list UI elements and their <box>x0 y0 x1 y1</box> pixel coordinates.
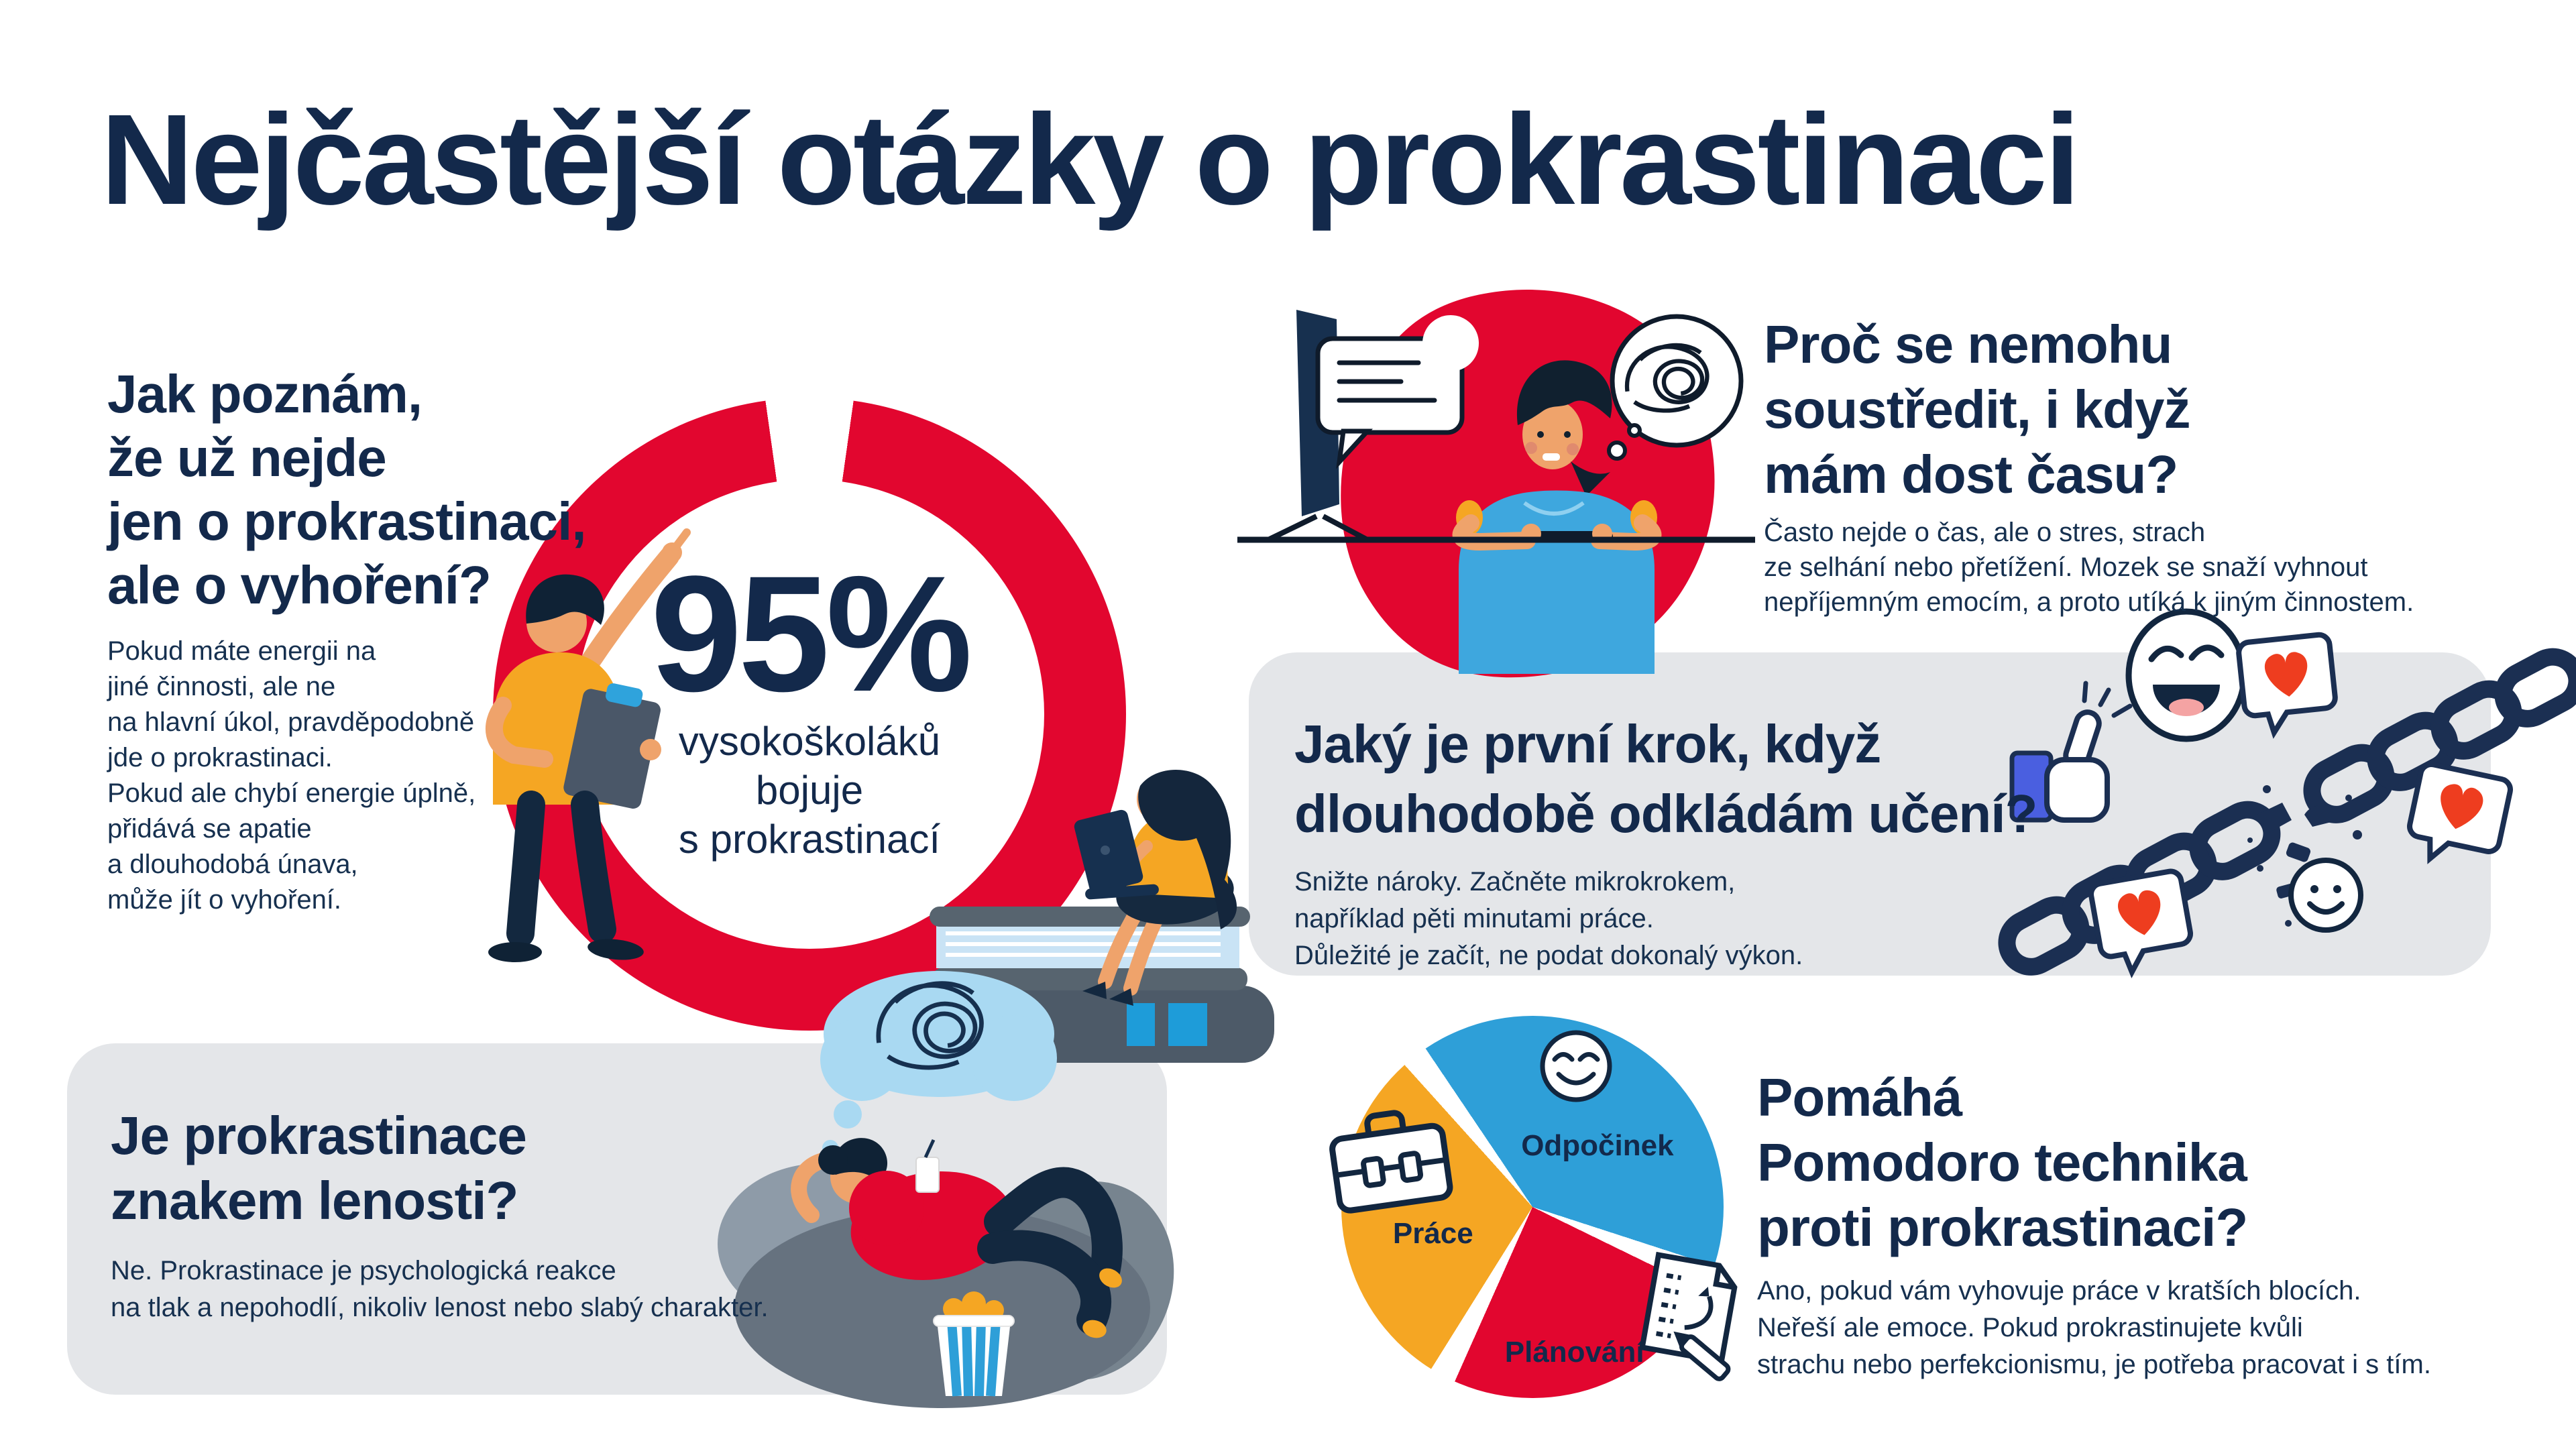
question-laziness-heading: Je prokrastinace znakem lenosti? <box>111 1103 527 1233</box>
laptop-icon <box>1074 809 1159 900</box>
question-laziness-body: Ne. Prokrastinace je psychologická reakc… <box>111 1253 769 1326</box>
heading-line: Pomáhá <box>1757 1067 1962 1127</box>
body-line: jde o prokrastinaci. <box>107 743 333 772</box>
heading-line: že už nejde <box>107 428 387 487</box>
heart-like-icon <box>2404 762 2512 872</box>
question-first-step-body: Snižte nároky. Začněte mikrokrokem, např… <box>1294 864 1803 974</box>
heading-line: znakem lenosti? <box>111 1171 518 1230</box>
body-line: Často nejde o čas, ale o stres, strach <box>1764 518 2206 547</box>
plan-document-icon <box>1639 1251 1738 1381</box>
heading-line: mám dost času? <box>1764 445 2178 504</box>
broken-chain-illustration <box>1998 608 2576 989</box>
body-line: Snižte nároky. Začněte mikrokrokem, <box>1294 867 1736 896</box>
body-line: Pokud máte energii na <box>107 636 376 666</box>
heading-line: ale o vyhoření? <box>107 555 492 615</box>
heading-line: Jak poznám, <box>107 364 423 424</box>
smiley-icon <box>1540 1030 1612 1102</box>
question-focus-body: Často nejde o čas, ale o stres, strach z… <box>1764 515 2414 620</box>
thought-scribble-icon <box>1607 314 1744 461</box>
man-at-desk-illustration <box>1237 289 1755 678</box>
popcorn-bucket-icon <box>933 1291 1015 1397</box>
body-line: Ne. Prokrastinace je psychologická reakc… <box>111 1256 616 1285</box>
clipboard-icon <box>563 683 661 809</box>
stat-value: 95% <box>650 542 972 726</box>
body-line: například pěti minutami práce. <box>1294 904 1654 933</box>
body-line: a dlouhodobá únava, <box>107 850 358 879</box>
lying-person-illustration <box>718 971 1174 1408</box>
question-pomodoro-body: Ano, pokud vám vyhovuje práce v kratších… <box>1757 1273 2431 1383</box>
donut-chart: 95% vysokoškoláků bojuje s prokrastinací <box>493 398 1126 1031</box>
heart-like-icon <box>2238 634 2339 735</box>
heading-line: Je prokrastinace <box>111 1106 527 1165</box>
body-line: na hlavní úkol, pravděpodobně <box>107 707 475 737</box>
man-with-clipboard-illustration <box>486 528 691 962</box>
leg <box>977 1230 1112 1335</box>
heading-line: proti prokrastinaci? <box>1757 1198 2248 1257</box>
pie-label-work: Práce <box>1392 1216 1473 1250</box>
body-line: nepříjemným emocím, a proto utíká k jiný… <box>1764 587 2414 617</box>
thumbs-up-icon <box>2009 681 2133 823</box>
question-burnout-heading: Jak poznám, že už nejde jen o prokrastin… <box>107 362 587 617</box>
heading-line: jen o prokrastinaci, <box>107 491 587 551</box>
body-line: Pokud ale chybí energie úplně, <box>107 778 476 808</box>
question-focus-heading: Proč se nemohu soustředit, i když mám do… <box>1764 312 2190 507</box>
laughing-emoji-icon <box>2125 608 2247 742</box>
heading-line: Jaký je první krok, když <box>1294 714 1881 774</box>
body-line: strachu nebo perfekcionismu, je potřeba … <box>1757 1350 2431 1379</box>
body-line: přidává se apatie <box>107 814 312 844</box>
pie-label-rest: Odpočinek <box>1521 1128 1674 1162</box>
body-line: může jít o vyhoření. <box>107 885 342 915</box>
stat-line: s prokrastinací <box>678 817 941 862</box>
pencil-icon <box>1673 1331 1731 1381</box>
smiley-icon <box>2288 858 2363 933</box>
heading-line: dlouhodobě odkládám učení? <box>1294 784 2037 844</box>
drink-cup-icon <box>915 1139 940 1193</box>
question-pomodoro-heading: Pomáhá Pomodoro technika proti prokrasti… <box>1757 1065 2248 1260</box>
heading-line: soustředit, i když <box>1764 380 2190 439</box>
donut-center-label: 95% vysokoškoláků bojuje s prokrastinací <box>541 552 1078 864</box>
leg <box>984 1167 1123 1284</box>
page-title: Nejčastější otázky o prokrastinaci <box>101 87 2080 231</box>
briefcase-icon <box>1329 1110 1453 1214</box>
question-burnout-body: Pokud máte energii na jiné činnosti, ale… <box>107 634 475 918</box>
body-line: Důležité je začít, ne podat dokonalý výk… <box>1294 941 1803 970</box>
pomodoro-pie-chart: Odpočinek Práce Plánování <box>1329 1016 1738 1398</box>
thought-bubble-icon <box>820 971 1057 1156</box>
heart-like-icon <box>2089 870 2195 977</box>
body-line: jiné činnosti, ale ne <box>107 672 336 701</box>
pie-label-planning: Plánování <box>1504 1335 1644 1369</box>
body-line: Neřeší ale emoce. Pokud prokrastinujete … <box>1757 1313 2303 1342</box>
speech-bubble-icon <box>1315 336 1465 469</box>
stat-line: vysokoškoláků <box>678 719 941 764</box>
heading-line: Proč se nemohu <box>1764 314 2172 374</box>
stat-line: bojuje <box>755 768 864 813</box>
body-line: ze selhání nebo přetížení. Mozek se snaž… <box>1764 553 2368 582</box>
body-line: Ano, pokud vám vyhovuje práce v kratších… <box>1757 1276 2361 1306</box>
body-line: na tlak a nepohodlí, nikoliv lenost nebo… <box>111 1293 769 1322</box>
question-first-step-heading: Jaký je první krok, když dlouhodobě odkl… <box>1294 709 2037 849</box>
heading-line: Pomodoro technika <box>1757 1133 2247 1192</box>
